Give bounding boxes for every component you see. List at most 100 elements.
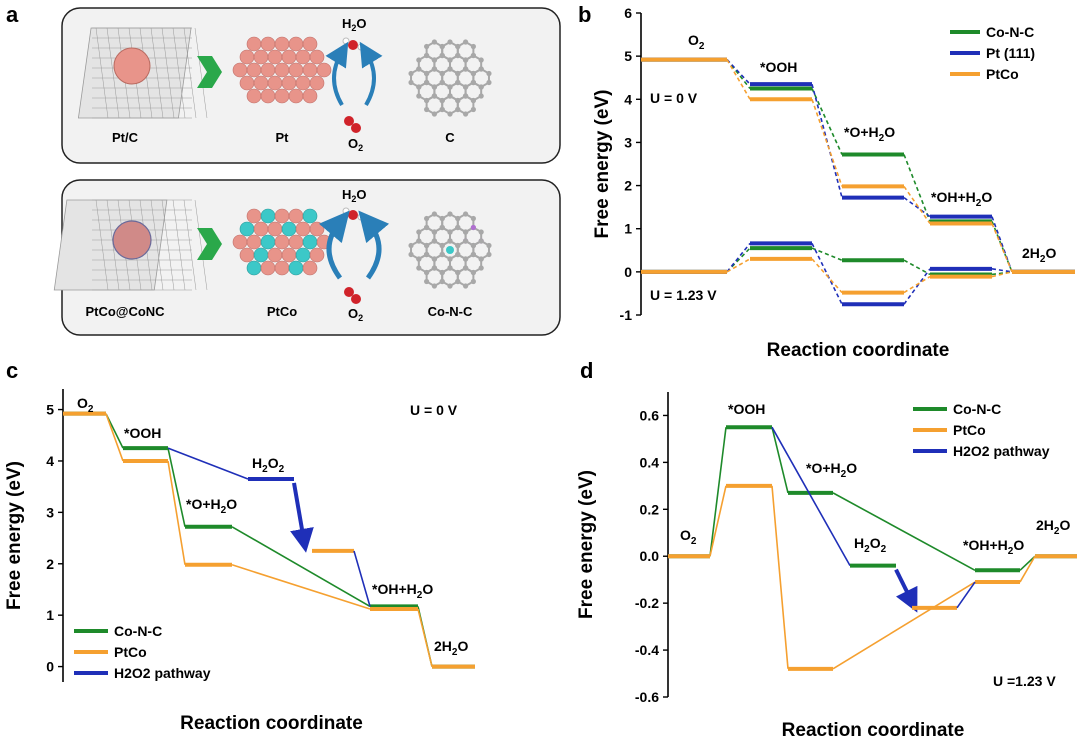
panel-label-b: b xyxy=(578,2,591,27)
carbon-atom xyxy=(424,43,430,50)
h2o2-decomposition-arrow-icon xyxy=(894,568,918,613)
panel-label-d: d xyxy=(580,358,593,383)
pt-atom xyxy=(288,208,304,224)
pt-atom xyxy=(232,234,248,250)
carbon-atom xyxy=(416,93,422,99)
y-tick-label: 2 xyxy=(46,556,54,572)
step-label-o2: O2 xyxy=(688,32,705,52)
schematic-label-pt: Pt xyxy=(276,130,290,145)
carbon-atom xyxy=(439,224,445,231)
carbon-atom xyxy=(470,52,476,59)
pathway-connector xyxy=(709,427,727,557)
dashed-connector xyxy=(726,59,751,100)
x-axis-label: Reaction coordinate xyxy=(782,720,965,737)
pt-atom xyxy=(260,62,276,78)
pt-atom xyxy=(295,221,311,237)
dashed-connector xyxy=(726,247,751,273)
pt-atom xyxy=(288,62,304,78)
carbon-atom xyxy=(470,242,476,249)
step-label-2h2o: 2H2O xyxy=(1036,517,1070,537)
carbon-atom xyxy=(431,84,438,90)
carbon-atom xyxy=(470,70,476,77)
carbon-atom xyxy=(478,238,484,244)
step-label-2h2o: 2H2O xyxy=(1022,245,1056,265)
pt-atom xyxy=(267,247,283,263)
dashed-connector xyxy=(726,59,751,89)
carbon-atom xyxy=(447,256,453,262)
carbon-atom xyxy=(470,251,476,258)
y-tick-label: 4 xyxy=(624,91,632,107)
pt-atom xyxy=(239,49,255,65)
pt-atom xyxy=(260,36,276,52)
pt-atom xyxy=(281,247,297,263)
y-tick-label: -1 xyxy=(620,307,633,323)
pt-atom xyxy=(253,75,269,91)
step-label-oh-h2o: *OH+H2O xyxy=(372,581,433,601)
carbon-atom xyxy=(486,70,492,77)
y-tick-label: 0 xyxy=(624,264,632,280)
green-arrow-icon xyxy=(197,56,222,88)
legend-label: H2O2 pathway xyxy=(953,443,1050,459)
step-label-o2: O2 xyxy=(77,395,94,415)
carbon-atom xyxy=(447,111,453,117)
carbon-atom xyxy=(447,229,453,235)
pathway-connector xyxy=(417,608,433,667)
carbon-atom xyxy=(431,93,438,99)
pt-atom xyxy=(309,49,325,65)
carbon-atom xyxy=(424,224,430,231)
pt-atom xyxy=(246,234,262,250)
carbon-atom xyxy=(447,84,453,90)
carbon-atom xyxy=(462,265,469,271)
carbon-atom xyxy=(455,70,461,77)
dashed-connector xyxy=(903,154,931,222)
panel-c-chart: 0 1 2 3 4 5 Free energy (eV) Reaction coordinat… xyxy=(4,389,475,734)
carbon-atom xyxy=(408,242,414,249)
pt-atom xyxy=(267,49,283,65)
pathway-connector xyxy=(771,427,789,494)
pt-atom-cluster xyxy=(232,36,332,104)
potential-label-u123: U =1.23 V xyxy=(993,673,1056,689)
carbon-atom xyxy=(408,79,414,86)
y-tick-label: 3 xyxy=(624,134,632,150)
oxygen-molecule-icon xyxy=(344,287,361,304)
carbon-atom xyxy=(455,215,461,222)
pt-atom xyxy=(288,36,304,52)
legend-label: Co-N-C xyxy=(986,24,1034,40)
carbon-atom xyxy=(424,251,430,258)
pt-atom xyxy=(232,62,248,78)
panel-label-a: a xyxy=(6,2,19,27)
pt-atom xyxy=(274,208,290,224)
y-tick-label: -0.6 xyxy=(635,689,659,705)
carbon-atom xyxy=(478,93,484,99)
carbon-atom xyxy=(408,70,414,77)
step-label-o2: O2 xyxy=(680,527,697,547)
legend-label: PtCo xyxy=(953,422,986,438)
carbon-atom xyxy=(447,57,453,63)
carbon-atom xyxy=(431,111,438,117)
co-site xyxy=(446,246,454,254)
pt-atom xyxy=(316,62,332,78)
pt-atom xyxy=(239,75,255,91)
y-axis-label: Free energy (eV) xyxy=(576,470,597,619)
water-label-top: H2O xyxy=(342,16,367,33)
co-atom xyxy=(288,260,304,276)
y-tick-label: 2 xyxy=(624,178,632,194)
carbon-atom xyxy=(478,265,484,271)
water-label-bottom: H2O xyxy=(342,187,367,204)
step-label-ooh: *OOH xyxy=(728,401,765,417)
carbon-atom xyxy=(462,84,469,90)
pt-atom xyxy=(302,36,318,52)
dashed-connector xyxy=(726,258,751,273)
h2o2-connector xyxy=(353,550,371,607)
y-tick-label: -0.2 xyxy=(635,595,659,611)
carbon-atom xyxy=(470,269,476,276)
pt-atom xyxy=(309,221,325,237)
ptco-atom-cluster xyxy=(232,208,332,276)
oxygen-label-top: O2 xyxy=(348,136,363,153)
carbon-atom xyxy=(455,278,461,285)
carbon-atom xyxy=(431,66,438,72)
carbon-atom xyxy=(470,79,476,86)
co-n-c-lattice-icon xyxy=(408,211,492,289)
pt-atom xyxy=(274,36,290,52)
